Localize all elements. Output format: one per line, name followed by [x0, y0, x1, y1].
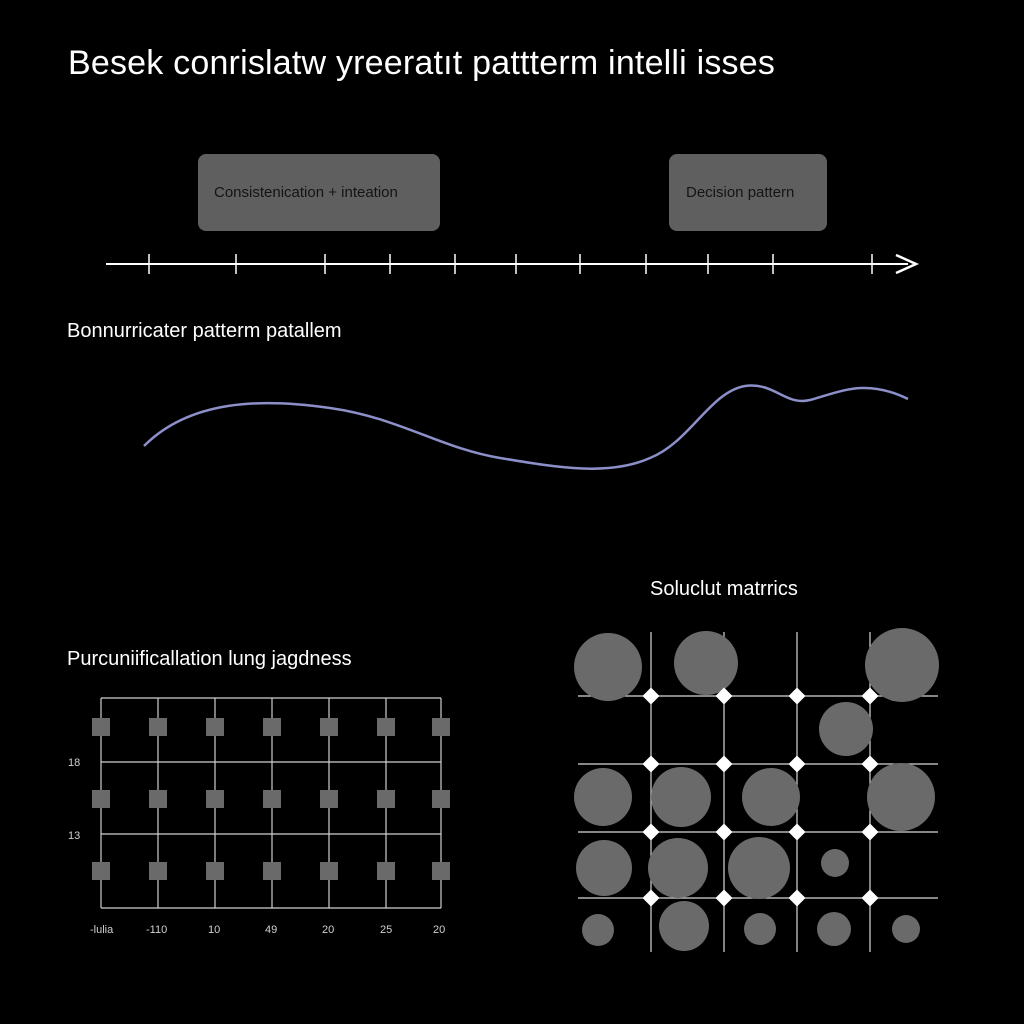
- matrix-circle: [574, 768, 632, 826]
- matrix-node: [715, 823, 733, 841]
- grid-marker: [263, 718, 281, 736]
- timeline-box-label: Consistenication + inteation: [214, 184, 398, 201]
- grid-y-tick: 13: [68, 830, 81, 842]
- matrix-circle: [659, 901, 709, 951]
- matrix-node: [788, 823, 806, 841]
- grid-marker: [320, 862, 338, 880]
- matrix-node: [642, 889, 660, 907]
- grid-x-tick: 20: [322, 924, 335, 936]
- matrix-circle: [574, 633, 642, 701]
- timeline-box-decision: Decision pattern: [669, 154, 827, 231]
- matrix-circle: [817, 912, 851, 946]
- grid-x-tick: -lulia: [90, 924, 114, 936]
- matrix-node: [715, 687, 733, 705]
- grid-marker: [263, 790, 281, 808]
- grid-marker: [92, 790, 110, 808]
- grid-marker: [432, 718, 450, 736]
- matrix-circle: [867, 763, 935, 831]
- matrix-chart: [574, 628, 939, 952]
- grid-chart: [92, 697, 450, 909]
- matrix-circle: [651, 767, 711, 827]
- grid-marker: [92, 718, 110, 736]
- matrix-circle: [892, 915, 920, 943]
- matrix-node: [642, 687, 660, 705]
- matrix-node: [788, 687, 806, 705]
- grid-marker: [206, 862, 224, 880]
- matrix-node: [642, 823, 660, 841]
- grid-marker: [149, 862, 167, 880]
- grid-marker: [206, 790, 224, 808]
- matrix-circle: [576, 840, 632, 896]
- matrix-node: [715, 889, 733, 907]
- matrix-circle: [821, 849, 849, 877]
- grid-x-tick: 10: [208, 924, 221, 936]
- grid-marker: [432, 862, 450, 880]
- matrix-node: [861, 755, 879, 773]
- grid-marker: [206, 718, 224, 736]
- matrix-node: [715, 755, 733, 773]
- matrix-node: [642, 755, 660, 773]
- matrix-circle: [648, 838, 708, 898]
- matrix-node: [861, 823, 879, 841]
- timeline-ticks: [148, 254, 873, 274]
- grid-y-tick: 18: [68, 757, 81, 769]
- timeline-box-label: Decision pattern: [686, 184, 795, 201]
- matrix-circle: [582, 914, 614, 946]
- grid-marker: [377, 862, 395, 880]
- grid-x-tick: 20: [433, 924, 446, 936]
- grid-marker: [92, 862, 110, 880]
- matrix-circle: [674, 631, 738, 695]
- matrix-node: [861, 889, 879, 907]
- grid-marker: [432, 790, 450, 808]
- grid-marker: [377, 790, 395, 808]
- matrix-circle: [742, 768, 800, 826]
- matrix-node: [788, 889, 806, 907]
- timeline-arrowhead: [895, 253, 920, 275]
- grid-x-tick: -110: [146, 924, 168, 936]
- grid-marker: [149, 718, 167, 736]
- matrix-node: [861, 687, 879, 705]
- grid-x-tick: 25: [380, 924, 393, 936]
- wave-label: Bonnurricater patterm patallem: [67, 320, 342, 342]
- grid-marker: [320, 718, 338, 736]
- grid-marker: [377, 718, 395, 736]
- matrix-label: Soluclut matrrics: [650, 578, 798, 600]
- matrix-node: [788, 755, 806, 773]
- grid-chart-label: Purcuniificallation lung jagdness: [67, 648, 352, 670]
- timeline-box-consistency: Consistenication + inteation: [198, 154, 440, 231]
- matrix-circle: [819, 702, 873, 756]
- grid-marker: [263, 862, 281, 880]
- grid-marker: [320, 790, 338, 808]
- matrix-circle: [865, 628, 939, 702]
- matrix-circle: [744, 913, 776, 945]
- wave-line: [143, 384, 909, 470]
- page-title: Besek conrislatw yreeratıt pattterm inte…: [68, 44, 776, 82]
- grid-x-tick: 49: [265, 924, 278, 936]
- matrix-circle: [728, 837, 790, 899]
- grid-marker: [149, 790, 167, 808]
